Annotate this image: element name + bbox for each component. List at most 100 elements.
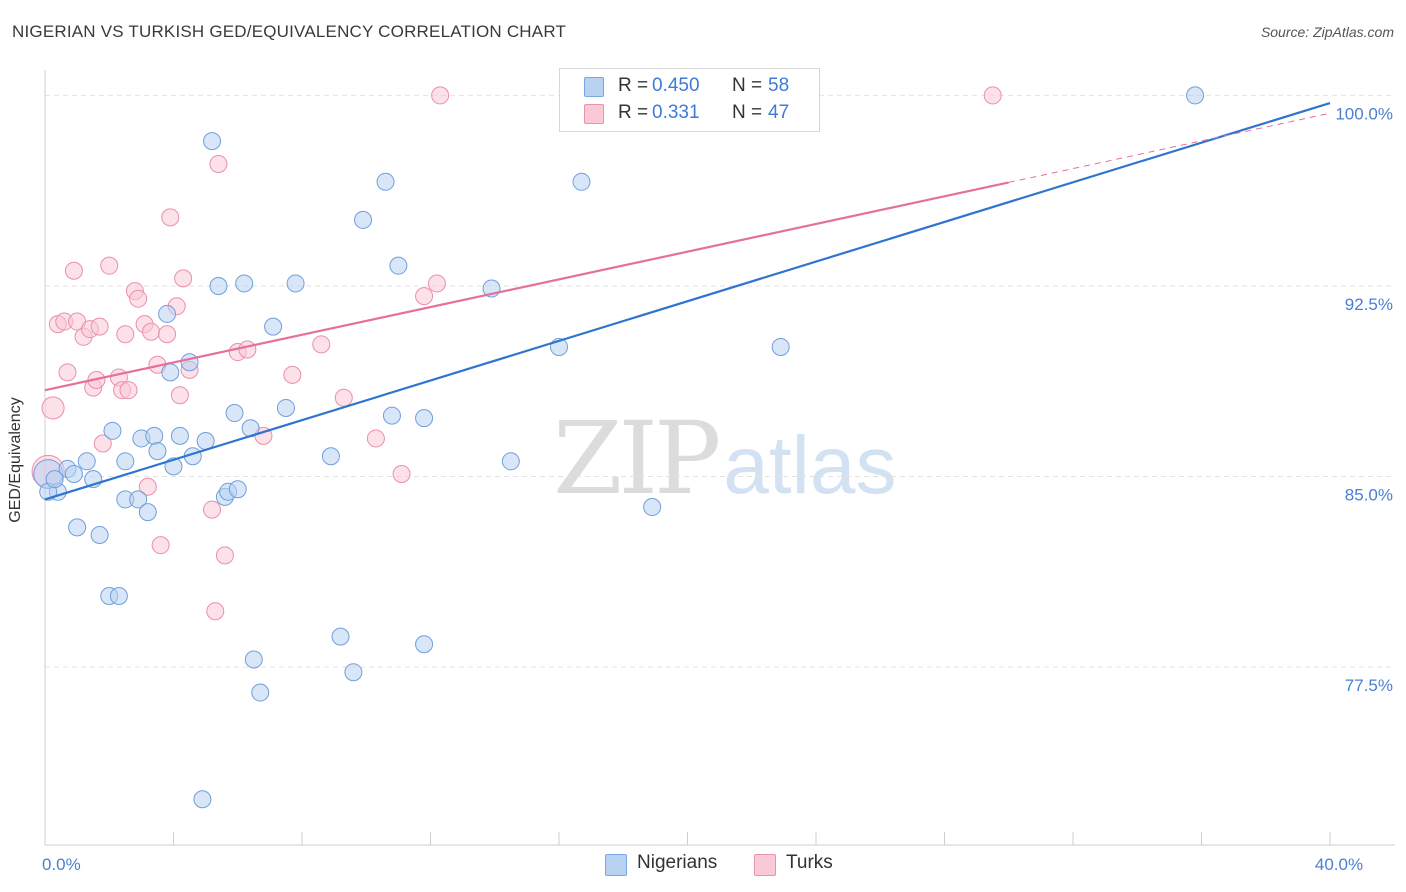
- turks-point: [366, 429, 385, 448]
- nigerians-point: [129, 490, 148, 509]
- y-axis-title-wrap: GED/Equivalency: [7, 397, 25, 522]
- gridlines: [45, 94, 1395, 668]
- nigerians-point: [138, 503, 157, 522]
- legend-r-label: R =: [618, 102, 649, 123]
- nigerians-point: [64, 465, 83, 484]
- nigerians-point: [45, 470, 64, 489]
- nigerians-point: [382, 406, 401, 425]
- nigerians-point: [286, 274, 305, 293]
- turks-point: [312, 335, 331, 354]
- turks-point: [174, 269, 193, 288]
- turks-point: [93, 434, 112, 453]
- y-tick-label: 77.5%: [1345, 676, 1393, 695]
- nigerians-point: [771, 337, 790, 356]
- legend-r-label: R =: [618, 75, 649, 96]
- turks-point: [283, 365, 302, 384]
- turks-point: [203, 500, 222, 519]
- turks-point: [334, 388, 353, 407]
- nigerians-point: [389, 256, 408, 275]
- turks-point: [415, 287, 434, 306]
- turks-points: [31, 86, 1002, 621]
- nigerians-trend-line: [44, 101, 1331, 501]
- turks-point: [64, 261, 83, 280]
- turks-point: [238, 340, 257, 359]
- nigerians-point: [572, 172, 591, 191]
- nigerians-point: [145, 426, 164, 445]
- watermark: ZIPatlas: [553, 400, 897, 517]
- turks-trend-line: [44, 181, 1009, 392]
- legend-swatch-nigerians: [605, 854, 627, 876]
- nigerians-point: [77, 452, 96, 471]
- turks-point: [161, 208, 180, 227]
- legend-n-label: N =: [732, 75, 763, 96]
- legend-swatch-blue: [584, 77, 604, 97]
- trend-lines: [44, 101, 1331, 501]
- nigerians-point: [264, 317, 283, 336]
- nigerians-point: [244, 650, 263, 669]
- nigerians-point: [331, 627, 350, 646]
- nigerians-point: [203, 132, 222, 151]
- nigerians-point: [235, 274, 254, 293]
- nigerians-point: [225, 404, 244, 423]
- watermark-zip: ZIP: [553, 400, 721, 517]
- nigerians-point: [251, 683, 270, 702]
- turks-point: [983, 86, 1002, 105]
- turks-point: [58, 363, 77, 382]
- x-tick-label: 40.0%: [1315, 855, 1363, 874]
- nigerians-point: [321, 447, 340, 466]
- turks-point: [392, 465, 411, 484]
- turks-point: [209, 155, 228, 174]
- turks-point: [129, 289, 148, 308]
- turks-point: [431, 86, 450, 105]
- legend-n-value: 58: [768, 75, 790, 96]
- nigerians-point: [354, 210, 373, 229]
- turks-point: [138, 477, 157, 496]
- nigerians-point: [1186, 86, 1205, 105]
- turks-point: [116, 325, 135, 344]
- nigerians-point: [415, 635, 434, 654]
- nigerians-point: [90, 526, 109, 544]
- chart-title: NIGERIAN VS TURKISH GED/EQUIVALENCY CORR…: [12, 22, 567, 41]
- turks-point: [427, 274, 446, 293]
- nigerians-point: [68, 518, 87, 537]
- nigerians-point: [109, 586, 128, 605]
- turks-trend-line-extension: [1008, 112, 1331, 183]
- legend-r-value: 0.331: [652, 102, 700, 123]
- x-tick-label: 0.0%: [42, 855, 81, 874]
- nigerians-point: [193, 790, 212, 809]
- nigerians-point: [501, 452, 520, 471]
- legend-swatch-turks: [754, 854, 776, 876]
- turks-point: [142, 322, 161, 341]
- source-label: Source: ZipAtlas.com: [1260, 24, 1394, 40]
- nigerians-point: [228, 480, 247, 499]
- turks-point: [90, 317, 109, 336]
- legend-label-turks: Turks: [786, 852, 833, 873]
- watermark-atlas: atlas: [723, 420, 897, 511]
- turks-point: [170, 386, 189, 405]
- y-axis-title: GED/Equivalency: [7, 397, 24, 523]
- nigerians-point: [344, 663, 363, 682]
- turks-point: [41, 396, 65, 420]
- tick-labels: 77.5% 85.0% 92.5% 100.0% 0.0% 40.0%: [42, 104, 1393, 874]
- nigerians-point: [209, 276, 228, 295]
- nigerians-point: [180, 353, 199, 372]
- legend-n-value: 47: [768, 102, 790, 123]
- turks-point: [215, 546, 234, 565]
- nigerians-point: [161, 363, 180, 382]
- turks-point: [100, 256, 119, 275]
- axes: [44, 70, 1395, 846]
- nigerians-point: [158, 304, 177, 323]
- nigerians-point: [376, 172, 395, 191]
- y-tick-label: 85.0%: [1345, 486, 1393, 505]
- nigerians-point: [276, 398, 295, 417]
- legend-n-label: N =: [732, 102, 763, 123]
- nigerians-point: [148, 442, 167, 461]
- y-tick-label: 92.5%: [1345, 295, 1393, 314]
- nigerians-point: [103, 421, 122, 440]
- nigerians-point: [643, 498, 662, 517]
- turks-point: [158, 325, 177, 344]
- stats-legend: R = 0.450 N = 58 R = 0.331 N = 47: [559, 68, 820, 132]
- legend-r-value: 0.450: [652, 75, 700, 96]
- legend-swatch-pink: [584, 104, 604, 124]
